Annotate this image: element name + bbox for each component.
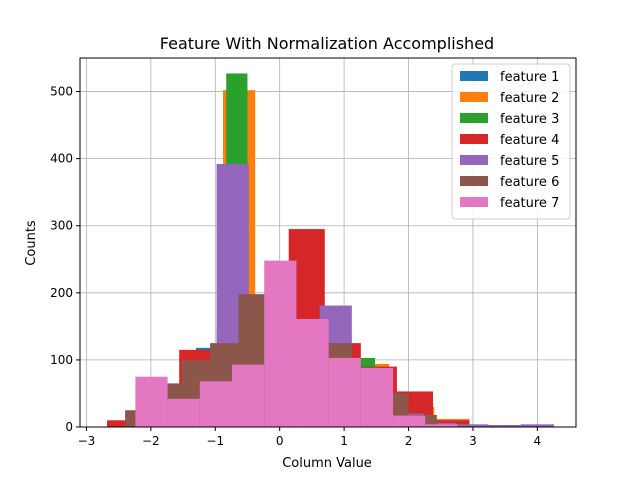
series-7	[135, 260, 458, 427]
legend: feature 1 feature 2 feature 3 feature 4 feat…	[451, 63, 571, 220]
histogram-bar	[328, 357, 361, 427]
axes-frame	[79, 57, 577, 428]
legend-label: feature 6	[500, 175, 559, 190]
legend-label: feature 4	[500, 133, 559, 148]
legend-label: feature 5	[500, 154, 559, 169]
legend-swatch	[460, 197, 488, 207]
x-axis-label: Column Value	[282, 456, 372, 471]
y-tick-label: 200	[50, 286, 73, 300]
x-tick-label: −3	[78, 434, 96, 448]
y-tick-label: 0	[65, 420, 73, 434]
x-tick-label: 4	[534, 434, 542, 448]
legend-label: feature 2	[500, 91, 559, 106]
y-axis-label: Counts	[24, 220, 39, 266]
histogram-bar	[135, 376, 168, 427]
histogram-bar	[199, 381, 233, 427]
y-tick-label: 500	[50, 85, 73, 99]
histogram-bar	[232, 364, 265, 427]
histogram-bar	[425, 424, 458, 427]
legend-label: feature 1	[500, 70, 559, 85]
histogram-bar	[264, 260, 297, 427]
legend-swatch	[460, 155, 488, 165]
legend-swatch	[460, 113, 488, 123]
legend-swatch	[460, 71, 488, 81]
y-tick-label: 300	[50, 219, 73, 233]
x-tick-label: 3	[469, 434, 477, 448]
histogram-bar	[488, 424, 521, 427]
histogram-bar	[167, 398, 200, 427]
y-tick-label: 100	[50, 353, 73, 367]
x-tick-label: 2	[405, 434, 413, 448]
histogram-bar	[393, 415, 426, 427]
plot-area: −3 −2 −1 0 1 2 3 4 0 100 200 300 400 500	[50, 57, 577, 448]
x-tick-label: −1	[206, 434, 224, 448]
chart-title: Feature With Normalization Accomplished	[160, 34, 494, 53]
histogram-bar	[296, 318, 329, 427]
histogram-bar	[520, 424, 555, 427]
x-tick-label: 0	[276, 434, 284, 448]
legend-swatch	[460, 176, 488, 186]
legend-label: feature 7	[500, 196, 559, 211]
legend-label: feature 3	[500, 112, 559, 127]
y-tick-label: 400	[50, 152, 73, 166]
x-tick-label: −2	[142, 434, 160, 448]
legend-swatch	[460, 92, 488, 102]
x-tick-label: 1	[340, 434, 348, 448]
histogram-bar	[360, 367, 394, 427]
histogram-bar	[456, 424, 489, 427]
legend-swatch	[460, 134, 488, 144]
